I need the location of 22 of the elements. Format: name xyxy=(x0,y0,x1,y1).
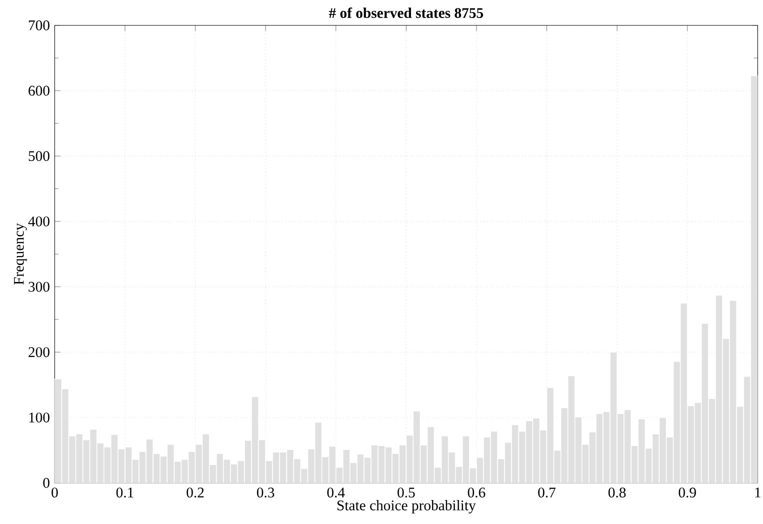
x-tick-label: 0.8 xyxy=(608,487,626,498)
y-tick-label: 0 xyxy=(43,478,50,488)
y-tick-label: 200 xyxy=(28,347,50,357)
x-tick-label: 0.3 xyxy=(256,487,274,498)
x-axis-title: State choice probability xyxy=(337,500,476,514)
y-tick-label: 300 xyxy=(28,282,50,292)
y-tick-label: 700 xyxy=(28,20,50,30)
y-tick-label: 500 xyxy=(28,151,50,161)
y-tick-label: 100 xyxy=(29,412,50,422)
x-tick-label: 1 xyxy=(755,487,760,498)
x-tick-label: 0 xyxy=(52,487,58,498)
x-tick-label: 0.7 xyxy=(538,487,556,498)
y-axis-title: Frequency xyxy=(14,223,27,285)
x-tick-label: 0.4 xyxy=(327,487,345,498)
x-tick-label: 0.5 xyxy=(398,487,415,498)
y-tick-label: 600 xyxy=(28,86,50,96)
x-tick-label: 0.6 xyxy=(468,487,486,498)
chart-title: # of observed states 8755 xyxy=(328,7,484,18)
x-tick-label: 0.2 xyxy=(186,487,204,498)
x-tick-label: 0.9 xyxy=(678,487,696,498)
x-tick-label: 0.1 xyxy=(116,487,134,498)
y-tick-label: 400 xyxy=(28,216,50,226)
